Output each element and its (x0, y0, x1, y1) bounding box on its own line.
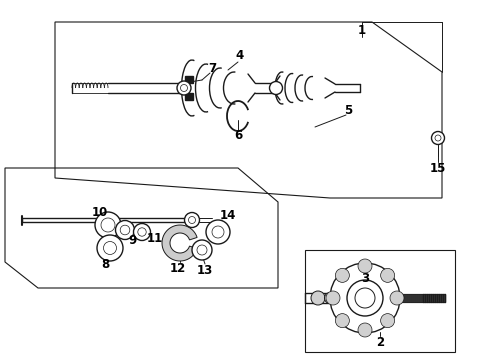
Circle shape (197, 245, 207, 255)
Circle shape (390, 291, 404, 305)
Polygon shape (425, 294, 427, 302)
Circle shape (103, 242, 117, 255)
Circle shape (185, 212, 199, 228)
Polygon shape (410, 294, 411, 302)
Text: 14: 14 (220, 208, 236, 221)
Polygon shape (439, 294, 441, 302)
Polygon shape (433, 294, 435, 302)
Text: 10: 10 (92, 206, 108, 219)
Circle shape (435, 135, 441, 141)
Text: 2: 2 (376, 336, 384, 348)
Text: 15: 15 (430, 162, 446, 175)
Polygon shape (429, 294, 431, 302)
Polygon shape (404, 294, 405, 302)
Text: 11: 11 (147, 231, 163, 244)
Text: 8: 8 (101, 258, 109, 271)
Circle shape (120, 225, 130, 235)
Text: 6: 6 (234, 129, 242, 141)
Circle shape (192, 240, 212, 260)
Circle shape (189, 216, 196, 224)
Polygon shape (417, 294, 419, 302)
Circle shape (347, 280, 383, 316)
Circle shape (330, 263, 400, 333)
Polygon shape (185, 93, 193, 100)
Polygon shape (421, 294, 423, 302)
Circle shape (335, 268, 349, 282)
Circle shape (138, 228, 146, 236)
Text: 7: 7 (208, 62, 216, 75)
Circle shape (270, 81, 283, 94)
Text: 13: 13 (197, 264, 213, 276)
Polygon shape (412, 294, 413, 302)
Polygon shape (408, 294, 409, 302)
Text: 3: 3 (361, 271, 369, 284)
Circle shape (324, 292, 336, 303)
Circle shape (335, 314, 349, 328)
Polygon shape (162, 225, 197, 261)
Polygon shape (185, 76, 193, 83)
Text: 1: 1 (358, 23, 366, 36)
Text: 9: 9 (128, 234, 136, 247)
Polygon shape (443, 294, 444, 302)
Circle shape (212, 226, 224, 238)
Circle shape (177, 81, 191, 95)
Circle shape (311, 291, 325, 305)
Polygon shape (402, 294, 403, 302)
Circle shape (326, 291, 340, 305)
Text: 4: 4 (236, 49, 244, 62)
Polygon shape (427, 294, 429, 302)
Circle shape (180, 85, 188, 91)
Polygon shape (423, 294, 425, 302)
Polygon shape (414, 294, 415, 302)
Circle shape (381, 268, 394, 282)
Circle shape (97, 235, 123, 261)
Circle shape (101, 218, 115, 232)
Polygon shape (441, 294, 442, 302)
Text: 12: 12 (170, 261, 186, 275)
Polygon shape (406, 294, 407, 302)
Circle shape (381, 314, 394, 328)
Polygon shape (435, 294, 437, 302)
Circle shape (358, 323, 372, 337)
Polygon shape (431, 294, 433, 302)
Polygon shape (419, 294, 421, 302)
Circle shape (116, 220, 134, 239)
Circle shape (95, 212, 121, 238)
Circle shape (358, 259, 372, 273)
Polygon shape (416, 294, 417, 302)
Circle shape (432, 131, 444, 144)
Circle shape (206, 220, 230, 244)
Circle shape (355, 288, 375, 308)
Polygon shape (437, 294, 439, 302)
Text: 5: 5 (344, 104, 352, 117)
Circle shape (133, 224, 150, 240)
Polygon shape (400, 294, 401, 302)
